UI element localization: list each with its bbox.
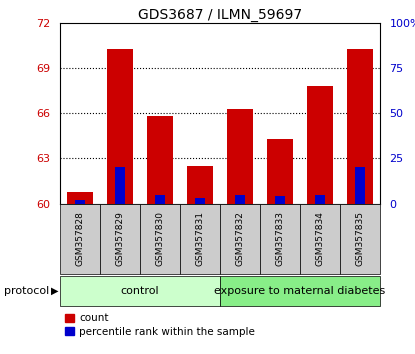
Text: GSM357833: GSM357833 [276,211,284,267]
Bar [275,196,285,204]
Title: GDS3687 / ILMN_59697: GDS3687 / ILMN_59697 [138,8,302,22]
Bar [307,86,333,204]
Bar [347,48,373,204]
Bar [147,116,173,204]
Bar [100,204,140,274]
Bar [195,198,205,204]
Bar [355,167,365,204]
Text: ▶: ▶ [51,286,58,296]
Bar [260,204,300,274]
Bar [220,204,260,274]
Bar [340,204,380,274]
Bar [75,200,85,204]
Bar [155,194,165,204]
Bar [235,194,245,204]
Bar [227,109,253,204]
Bar [115,167,125,204]
Bar [60,276,220,306]
Bar [180,204,220,274]
Text: GSM357829: GSM357829 [116,211,124,267]
Text: protocol: protocol [4,286,49,296]
Legend: count, percentile rank within the sample: count, percentile rank within the sample [66,313,255,337]
Text: GSM357828: GSM357828 [76,211,85,267]
Text: GSM357832: GSM357832 [235,211,244,267]
Bar [140,204,180,274]
Bar [220,276,380,306]
Bar [60,204,100,274]
Bar [107,48,133,204]
Bar [267,139,293,204]
Text: GSM357831: GSM357831 [195,211,205,267]
Bar [67,192,93,204]
Bar [315,194,325,204]
Text: control: control [121,286,159,296]
Bar [300,204,340,274]
Text: GSM357835: GSM357835 [355,211,364,267]
Text: GSM357834: GSM357834 [315,211,324,267]
Text: GSM357830: GSM357830 [156,211,164,267]
Bar [187,166,213,204]
Text: exposure to maternal diabetes: exposure to maternal diabetes [214,286,386,296]
